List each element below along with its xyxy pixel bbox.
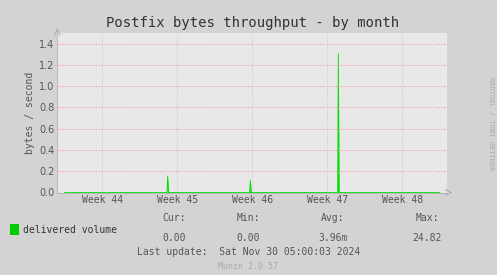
Title: Postfix bytes throughput - by month: Postfix bytes throughput - by month	[106, 16, 399, 31]
Text: 3.96m: 3.96m	[318, 233, 348, 243]
Text: Avg:: Avg:	[321, 213, 345, 223]
Text: Min:: Min:	[237, 213, 260, 223]
Text: RRDTOOL / TOBI OETIKER: RRDTOOL / TOBI OETIKER	[488, 77, 494, 170]
Y-axis label: bytes / second: bytes / second	[25, 72, 35, 154]
Text: Last update:  Sat Nov 30 05:00:03 2024: Last update: Sat Nov 30 05:00:03 2024	[137, 247, 360, 257]
Text: 0.00: 0.00	[237, 233, 260, 243]
Text: Cur:: Cur:	[162, 213, 186, 223]
Text: 24.82: 24.82	[413, 233, 442, 243]
Text: Munin 2.0.57: Munin 2.0.57	[219, 262, 278, 271]
Text: 0.00: 0.00	[162, 233, 186, 243]
Text: delivered volume: delivered volume	[23, 225, 117, 235]
Text: Max:: Max:	[415, 213, 439, 223]
Bar	[10, 224, 19, 235]
